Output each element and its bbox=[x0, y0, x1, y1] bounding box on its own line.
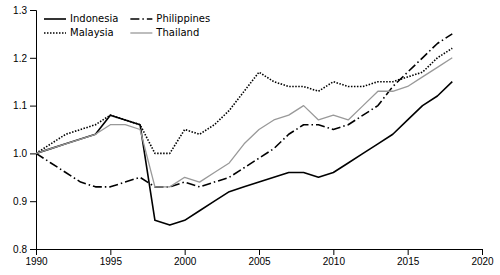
tick-label: 2005 bbox=[248, 256, 271, 267]
tick-label: 0.9 bbox=[13, 196, 27, 207]
tick-mark bbox=[30, 10, 36, 11]
legend: Indonesia Malaysia Philippines Thailand bbox=[44, 13, 210, 38]
tick: 2005 bbox=[248, 249, 271, 267]
series-line bbox=[36, 82, 452, 225]
tick: 1.2 bbox=[13, 53, 36, 64]
legend-label: Thailand bbox=[155, 27, 199, 38]
tick: 1.1 bbox=[13, 100, 36, 111]
lines bbox=[36, 34, 452, 225]
tick-mark bbox=[333, 249, 334, 255]
tick-mark bbox=[30, 201, 36, 202]
tick-mark bbox=[259, 249, 260, 255]
tick-label: 1.0 bbox=[13, 148, 27, 159]
axis-line bbox=[30, 11, 37, 250]
tick-label: 0.8 bbox=[13, 244, 27, 255]
series-line bbox=[36, 48, 452, 153]
tick: 2010 bbox=[323, 249, 346, 267]
tick: 0.9 bbox=[13, 196, 36, 207]
y-axis: 0.8 0.9 1.0 1.1 1.2 1.3 bbox=[13, 5, 36, 255]
tick-label: 1.3 bbox=[13, 5, 27, 16]
tick: 1.0 bbox=[13, 148, 36, 159]
tick-label: 2000 bbox=[174, 256, 197, 267]
legend-swatch bbox=[130, 32, 152, 33]
legend-item: Malaysia bbox=[44, 27, 114, 38]
tick-mark bbox=[30, 249, 36, 250]
tick-mark bbox=[30, 58, 36, 59]
tick: 1995 bbox=[100, 249, 123, 267]
tick-label: 1990 bbox=[25, 256, 48, 267]
legend-swatch bbox=[130, 18, 152, 20]
series-line bbox=[36, 34, 452, 187]
x-axis: 1990 1995 2000 2005 2010 2015 2020 bbox=[25, 249, 494, 267]
legend-label: Philippines bbox=[156, 13, 210, 24]
legend-item: Indonesia bbox=[44, 13, 118, 24]
tick-mark bbox=[110, 249, 111, 255]
plot: 1990 1995 2000 2005 2010 2015 2020 0.8 0.9 1.0 1.1… bbox=[13, 5, 494, 267]
tick: 1990 bbox=[25, 249, 48, 267]
tick-mark bbox=[185, 249, 186, 255]
legend-swatch bbox=[44, 32, 66, 34]
tick-mark bbox=[30, 106, 36, 107]
chart: 1990 1995 2000 2005 2010 2015 2020 0.8 0.9 1.0 1.1… bbox=[0, 0, 500, 275]
tick-label: 1995 bbox=[100, 256, 123, 267]
tick: 2020 bbox=[471, 249, 494, 267]
tick-label: 2010 bbox=[323, 256, 346, 267]
axis-line bbox=[37, 250, 483, 256]
legend-swatch bbox=[44, 18, 66, 20]
tick: 2015 bbox=[397, 249, 420, 267]
tick-mark bbox=[30, 153, 36, 154]
tick: 1.3 bbox=[13, 5, 36, 16]
legend-item: Thailand bbox=[130, 27, 199, 38]
legend-label: Indonesia bbox=[70, 13, 118, 24]
tick: 2000 bbox=[174, 249, 197, 267]
tick-mark bbox=[482, 249, 483, 255]
tick-label: 1.2 bbox=[13, 53, 27, 64]
series-line bbox=[36, 58, 452, 187]
tick-label: 1.1 bbox=[13, 100, 27, 111]
legend-item: Philippines bbox=[130, 13, 210, 24]
tick-label: 2020 bbox=[471, 256, 494, 267]
legend-label: Malaysia bbox=[70, 27, 114, 38]
tick-label: 2015 bbox=[397, 256, 420, 267]
tick-mark bbox=[408, 249, 409, 255]
tick: 0.8 bbox=[13, 244, 36, 255]
